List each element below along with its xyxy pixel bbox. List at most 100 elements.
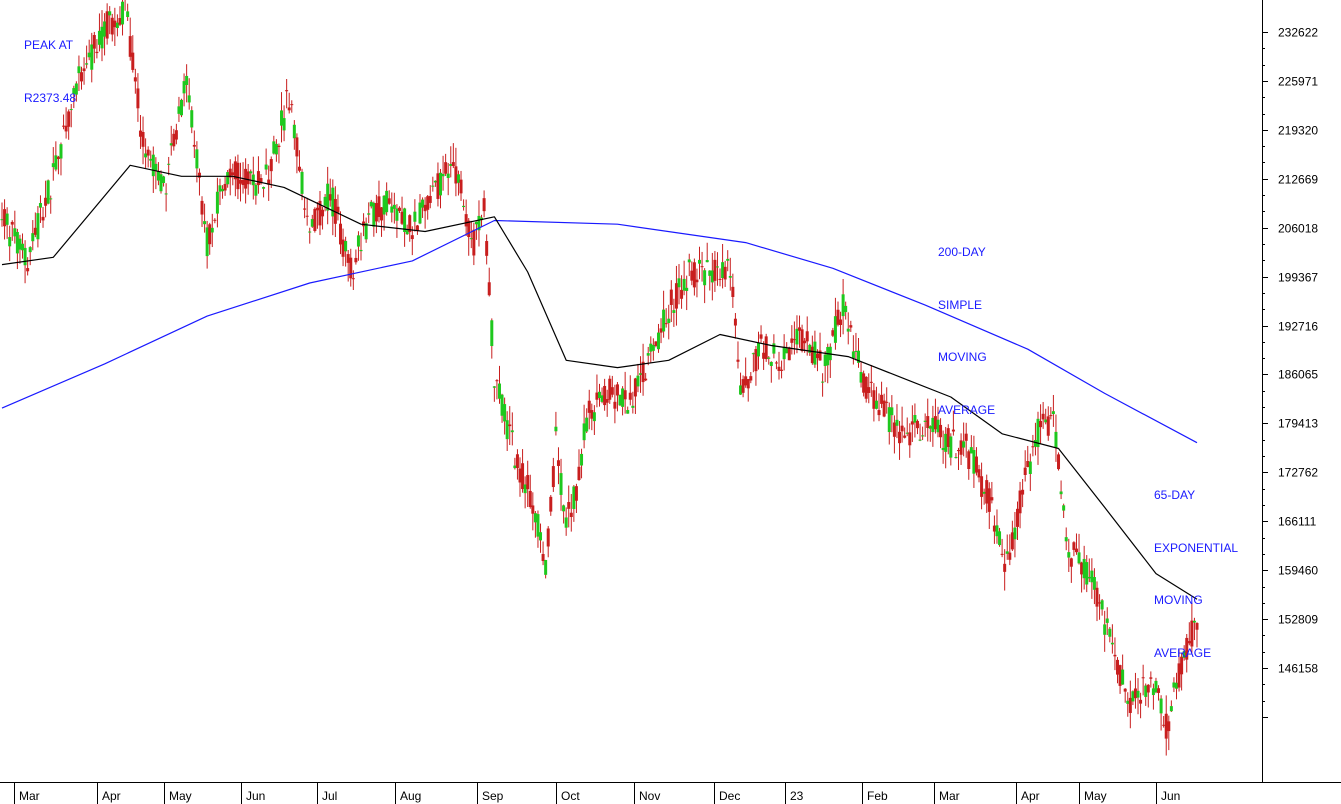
x-tick-label: Jul: [322, 789, 337, 803]
x-tick-label: Feb: [867, 789, 888, 803]
ema-65-line: [1, 164, 1198, 600]
candle-down: [1180, 656, 1184, 675]
candle-up: [264, 164, 268, 170]
candle-up: [392, 204, 396, 209]
candle-down: [933, 416, 937, 430]
candle-up: [844, 305, 848, 313]
candle-up: [439, 172, 443, 196]
candle-up: [1033, 440, 1037, 447]
candle-down: [718, 278, 722, 280]
candle-up: [708, 270, 712, 276]
candle-down: [174, 130, 178, 140]
candle-down: [79, 72, 83, 82]
sma-200-line: [1, 219, 1198, 444]
candle-down: [849, 325, 853, 328]
candle-down: [1074, 548, 1078, 553]
candle-down: [451, 162, 455, 167]
candle-down: [987, 488, 991, 512]
candle-down: [269, 159, 273, 172]
candle-down: [1003, 563, 1007, 572]
candle-down: [615, 384, 619, 396]
candle-up: [364, 223, 368, 240]
candle-up: [8, 237, 12, 247]
candle-down: [613, 401, 617, 409]
candle-down: [1049, 415, 1053, 417]
candle-up: [651, 345, 655, 351]
candle-down: [410, 235, 414, 240]
candle-up: [598, 391, 601, 399]
x-tick-label: Mar: [19, 789, 40, 803]
candle-down: [967, 451, 971, 469]
candle-up: [187, 95, 191, 103]
candle-down: [774, 362, 778, 364]
candle-up: [310, 219, 314, 227]
candle-down: [977, 469, 981, 478]
candle-down: [259, 178, 263, 184]
candle-down: [654, 341, 658, 346]
candle-up: [928, 426, 932, 429]
candle-up: [682, 278, 686, 291]
candle-up: [18, 238, 22, 250]
candle-up: [413, 211, 417, 222]
candle-down: [354, 257, 358, 263]
candle-down: [41, 216, 45, 221]
candle-down: [113, 20, 117, 28]
candle-up: [685, 287, 689, 291]
candle-down: [741, 379, 745, 393]
candle-down: [546, 528, 550, 547]
candle-down: [26, 268, 30, 272]
candle-up: [262, 187, 266, 189]
candle-up: [667, 318, 671, 324]
candle-up: [180, 99, 184, 116]
candle-up: [874, 400, 878, 409]
candle-up: [857, 350, 861, 363]
candle-up: [505, 420, 509, 440]
x-tick-label: Nov: [639, 789, 660, 803]
candle-up: [182, 81, 186, 94]
candle-up: [1121, 669, 1125, 685]
candle-down: [1018, 490, 1022, 514]
sma-annotation-line-2: SIMPLE: [938, 297, 983, 312]
x-tick-label: Aug: [400, 789, 421, 803]
candle-down: [377, 196, 381, 217]
candle-down: [939, 424, 943, 438]
candle-up: [636, 375, 640, 387]
candle-down: [236, 162, 240, 190]
candle-up: [15, 231, 19, 254]
candle-up: [126, 11, 130, 18]
candle-up: [203, 221, 207, 225]
candle-up: [36, 213, 40, 240]
candle-up: [949, 436, 953, 458]
candle-down: [1021, 489, 1025, 495]
candle-up: [372, 202, 376, 227]
candle-down: [241, 179, 245, 186]
candle-up: [851, 351, 855, 359]
candle-up: [0, 219, 4, 221]
candle-down: [764, 336, 768, 360]
sma-annotation-line-4: AVERAGE: [938, 402, 996, 417]
candle-up: [618, 394, 622, 406]
candle-up: [823, 354, 827, 367]
candle-down: [508, 424, 512, 427]
candle-up: [808, 344, 812, 353]
candle-up: [1105, 618, 1109, 623]
y-tick-label: 152809: [1278, 613, 1318, 627]
candle-down: [428, 195, 432, 203]
candle-down: [1185, 637, 1189, 660]
candle-down: [926, 416, 930, 428]
candle-down: [110, 17, 114, 35]
candle-down: [641, 361, 645, 383]
candle-down: [877, 410, 881, 416]
candle-down: [1139, 699, 1143, 704]
candle-down: [472, 229, 476, 256]
peak-annotation: PEAK AT R2373.48: [24, 2, 76, 125]
candle-down: [1190, 620, 1194, 647]
candle-up: [859, 372, 863, 383]
candle-up: [721, 262, 725, 279]
candle-down: [915, 420, 919, 429]
candle-down: [1195, 623, 1199, 630]
candle-down: [792, 339, 796, 341]
x-tick-label: May: [1084, 789, 1107, 803]
candle-down: [731, 286, 735, 297]
candle-down: [415, 225, 419, 231]
